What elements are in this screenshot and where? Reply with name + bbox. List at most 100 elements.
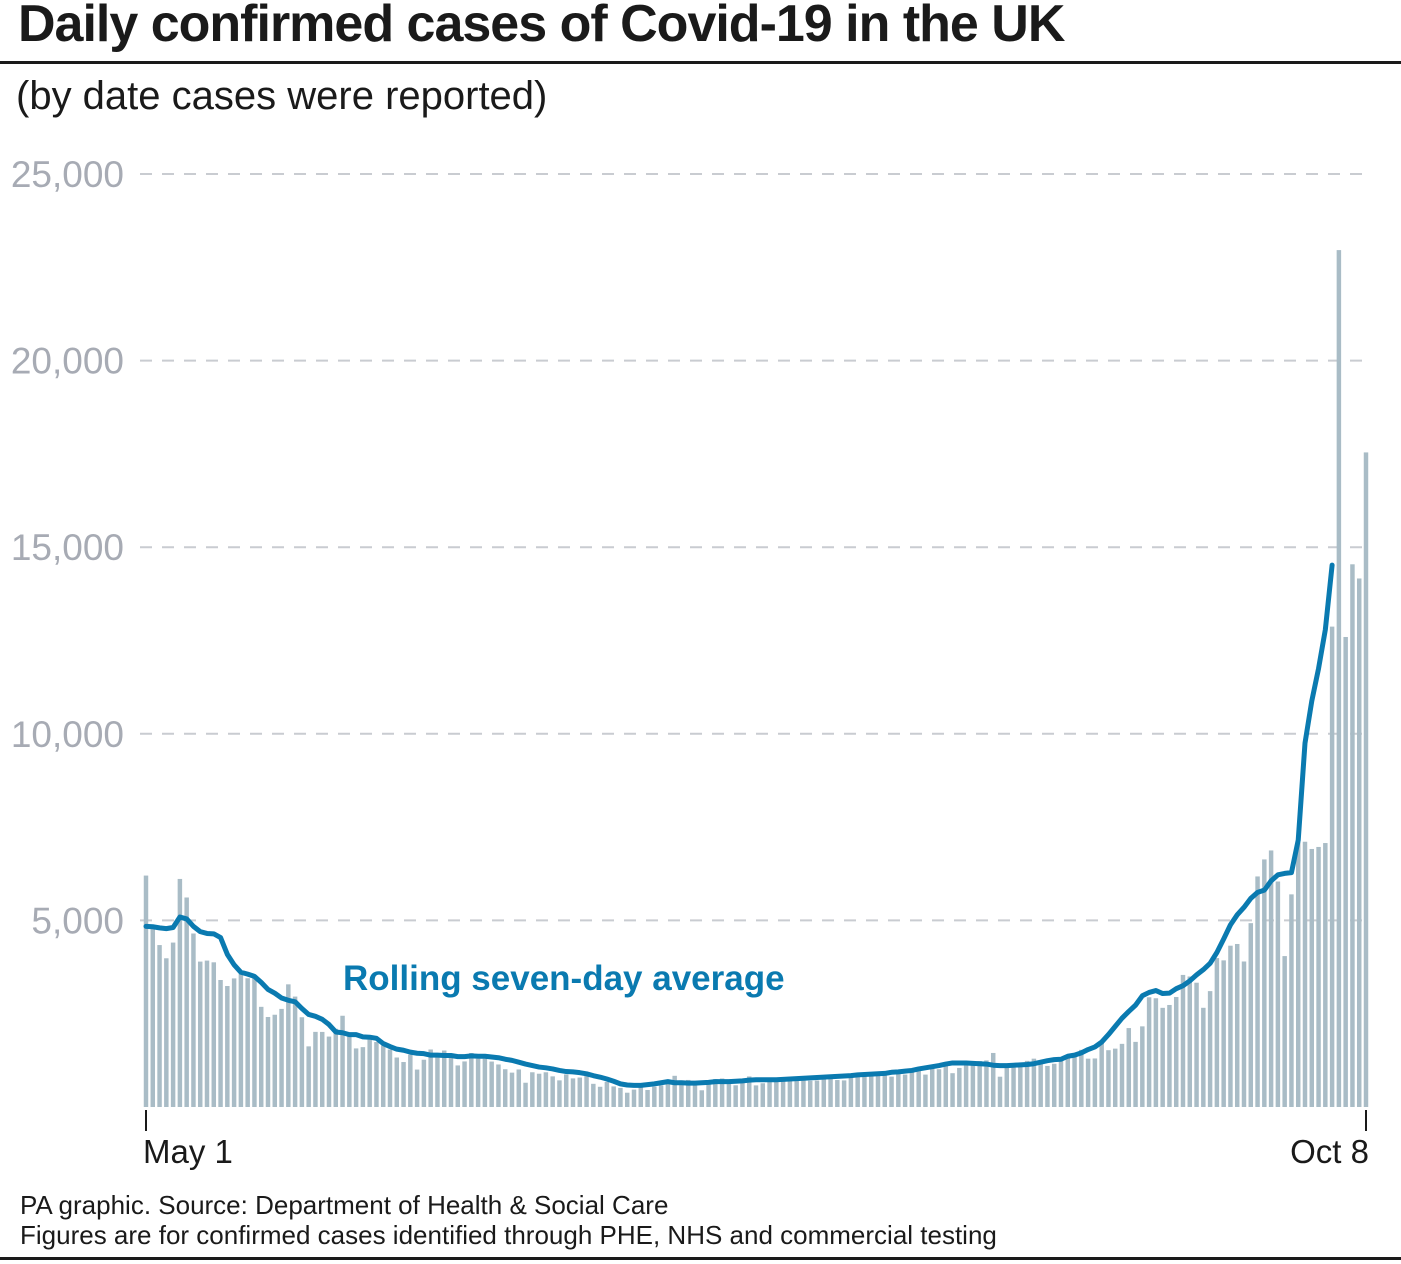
daily-case-bar: [909, 1071, 915, 1107]
daily-case-bar: [286, 984, 291, 1107]
daily-case-bar: [231, 978, 237, 1107]
y-tick-label: 25,000: [11, 154, 124, 195]
daily-case-bar: [1160, 1007, 1165, 1107]
daily-case-bar: [543, 1072, 549, 1107]
daily-case-bar: [1187, 976, 1193, 1107]
daily-case-bar: [821, 1078, 827, 1107]
daily-case-bar: [435, 1053, 440, 1107]
daily-case-bar: [1336, 250, 1342, 1108]
daily-case-bar: [1173, 996, 1179, 1107]
daily-case-bar: [923, 1074, 928, 1107]
daily-case-bar: [1038, 1062, 1043, 1107]
daily-case-bar: [835, 1080, 840, 1107]
daily-case-bar: [1112, 1048, 1118, 1107]
daily-case-bar: [272, 1014, 278, 1107]
daily-case-bar: [360, 1047, 366, 1107]
daily-case-bar: [1180, 974, 1186, 1107]
x-tick-label: May 1: [143, 1133, 233, 1170]
daily-case-bar: [929, 1067, 935, 1107]
daily-case-bar: [313, 1031, 318, 1107]
daily-case-bar: [292, 996, 298, 1107]
daily-case-bar: [475, 1058, 481, 1107]
methodology-note: Figures are for confirmed cases identifi…: [20, 1220, 997, 1250]
daily-case-bar: [319, 1031, 325, 1107]
daily-case-bar: [868, 1075, 874, 1107]
daily-case-bar: [990, 1052, 996, 1107]
daily-case-bar: [1194, 982, 1199, 1107]
daily-case-bar: [645, 1089, 650, 1107]
daily-case-bar: [1079, 1049, 1084, 1107]
daily-case-bar: [753, 1085, 759, 1107]
source-note: PA graphic. Source: Department of Health…: [20, 1190, 669, 1220]
x-tick-label: Oct 8: [1290, 1133, 1369, 1170]
daily-case-bar: [1282, 956, 1287, 1107]
daily-case-bar: [394, 1057, 400, 1107]
daily-case-bar: [1350, 564, 1355, 1107]
daily-case-bar: [774, 1079, 779, 1107]
daily-case-bar: [170, 942, 176, 1107]
daily-case-bar: [1228, 945, 1233, 1107]
daily-case-bar: [184, 897, 189, 1107]
daily-case-bar: [1323, 843, 1328, 1107]
daily-case-bar: [441, 1050, 447, 1107]
daily-case-bar: [807, 1080, 813, 1107]
daily-case-bar: [1201, 1007, 1206, 1107]
daily-case-bar: [225, 986, 230, 1107]
daily-case-bar: [1167, 1004, 1172, 1107]
daily-case-bar: [1248, 923, 1254, 1107]
daily-case-bar: [760, 1083, 766, 1107]
daily-case-bar: [1302, 841, 1308, 1107]
daily-case-bar: [218, 980, 223, 1107]
daily-case-bar: [746, 1076, 752, 1107]
daily-case-bar: [563, 1074, 569, 1107]
daily-case-bar: [1024, 1060, 1030, 1107]
daily-case-bar: [516, 1069, 522, 1107]
daily-case-bar: [1234, 943, 1240, 1107]
daily-case-bar: [509, 1072, 515, 1107]
daily-case-bar: [828, 1074, 833, 1107]
daily-case-bar: [624, 1092, 630, 1107]
daily-case-bar: [502, 1069, 508, 1107]
daily-case-bar: [306, 1046, 311, 1107]
daily-case-bar: [1329, 626, 1335, 1107]
daily-case-bar: [414, 1069, 420, 1107]
daily-case-bar: [462, 1061, 467, 1107]
daily-case-bar: [1214, 958, 1220, 1107]
daily-case-bar: [1085, 1058, 1091, 1107]
daily-case-bar: [367, 1039, 372, 1107]
daily-case-bar: [177, 878, 183, 1107]
daily-case-bar: [916, 1070, 921, 1107]
daily-case-bar: [685, 1079, 691, 1107]
daily-case-bar: [245, 978, 250, 1107]
gridlines: [140, 173, 1370, 922]
daily-case-bar: [679, 1080, 684, 1107]
daily-case-bar: [814, 1080, 820, 1107]
daily-case-bar: [855, 1075, 860, 1107]
daily-case-bar: [1309, 848, 1315, 1107]
daily-case-bar: [1045, 1065, 1050, 1107]
daily-case-bar: [957, 1067, 962, 1107]
daily-case-bar: [482, 1058, 488, 1107]
daily-case-bar: [1018, 1066, 1023, 1107]
daily-case-bar: [719, 1078, 725, 1107]
daily-case-bar: [997, 1076, 1003, 1107]
daily-case-bar: [638, 1087, 644, 1107]
daily-case-bar: [1295, 840, 1301, 1107]
daily-case-bar: [347, 1034, 352, 1107]
daily-case-bar: [1072, 1053, 1077, 1107]
daily-case-bar: [1133, 1041, 1138, 1107]
daily-case-bar: [963, 1062, 969, 1107]
daily-case-bar: [530, 1072, 535, 1107]
daily-case-bar: [164, 958, 169, 1107]
daily-case-bar: [618, 1087, 623, 1107]
daily-case-bar: [1099, 1043, 1104, 1107]
chart-subtitle: (by date cases were reported): [16, 74, 548, 118]
daily-case-bar: [252, 975, 257, 1107]
daily-case-bar: [733, 1085, 738, 1107]
daily-case-bar: [1289, 894, 1294, 1107]
daily-case-bar: [408, 1054, 413, 1107]
daily-case-bar: [326, 1036, 332, 1107]
daily-case-bar: [340, 1015, 345, 1107]
daily-case-bar: [557, 1080, 562, 1107]
daily-case-bar: [1343, 636, 1348, 1107]
